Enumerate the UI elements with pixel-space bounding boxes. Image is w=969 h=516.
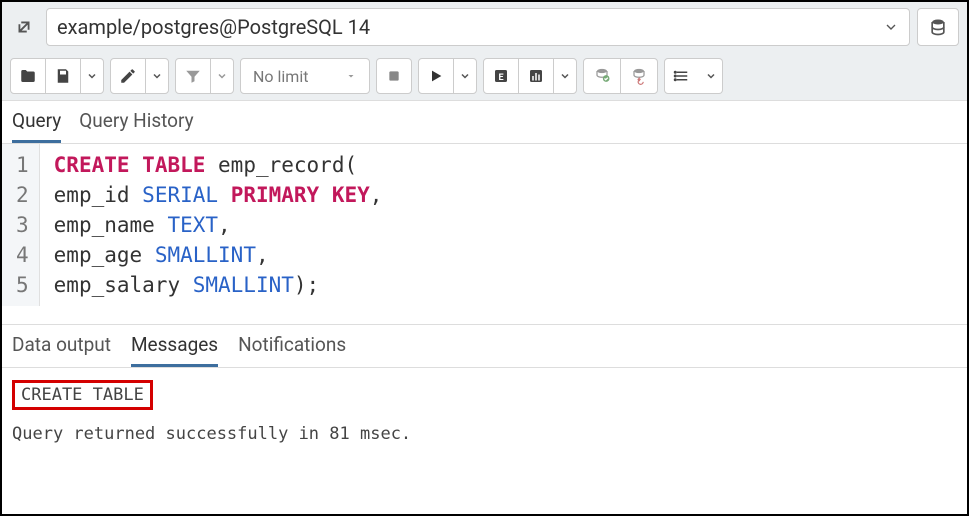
tab-query[interactable]: Query — [12, 109, 61, 143]
chevron-down-icon — [883, 19, 899, 35]
sql-editor[interactable]: 1 2 3 4 5 CREATE TABLE emp_record( emp_i… — [2, 144, 967, 306]
run-dropdown[interactable] — [453, 58, 477, 94]
edit-dropdown[interactable] — [145, 58, 169, 94]
tok-comma: , — [256, 243, 269, 267]
save-button[interactable] — [45, 58, 81, 94]
limit-label: No limit — [253, 67, 308, 86]
kw-smallint: SMALLINT — [193, 273, 294, 297]
line-number: 5 — [16, 270, 29, 300]
commit-button[interactable] — [583, 58, 621, 94]
line-number: 2 — [16, 180, 29, 210]
connection-bar: example/postgres@PostgreSQL 14 — [2, 2, 967, 52]
kw-create: CREATE — [54, 153, 130, 177]
toolbar: No limit E — [2, 52, 967, 101]
code-area[interactable]: CREATE TABLE emp_record( emp_id SERIAL P… — [40, 144, 397, 306]
analyze-button[interactable] — [518, 58, 554, 94]
tok-emp-record: emp_record( — [205, 153, 357, 177]
tok-comma: , — [370, 183, 383, 207]
result-text: CREATE TABLE — [21, 385, 144, 405]
explain-button[interactable]: E — [483, 58, 519, 94]
svg-text:E: E — [498, 73, 503, 83]
kw-text: TEXT — [167, 213, 218, 237]
tok-emp-id: emp_id — [54, 183, 143, 207]
open-file-button[interactable] — [10, 58, 46, 94]
macro-dropdown[interactable] — [699, 58, 723, 94]
line-gutter: 1 2 3 4 5 — [2, 144, 40, 306]
tok-emp-name: emp_name — [54, 213, 168, 237]
kw-key: KEY — [332, 183, 370, 207]
analyze-dropdown[interactable] — [553, 58, 577, 94]
tab-messages[interactable]: Messages — [131, 333, 218, 367]
filter-dropdown[interactable] — [210, 58, 234, 94]
tok-close: ); — [294, 273, 319, 297]
messages-panel: CREATE TABLE Query returned successfully… — [2, 368, 967, 456]
line-number: 1 — [16, 150, 29, 180]
line-number: 3 — [16, 210, 29, 240]
connection-icon — [10, 13, 38, 41]
status-text: Query returned successfully in 81 msec. — [12, 424, 957, 444]
line-number: 4 — [16, 240, 29, 270]
kw-serial: SERIAL — [142, 183, 218, 207]
result-highlight: CREATE TABLE — [12, 380, 153, 410]
kw-smallint: SMALLINT — [155, 243, 256, 267]
filter-button[interactable] — [175, 58, 211, 94]
tok-comma: , — [218, 213, 231, 237]
server-button[interactable] — [917, 8, 959, 46]
output-tabs: Data output Messages Notifications — [2, 324, 967, 368]
kw-table: TABLE — [142, 153, 205, 177]
kw-primary: PRIMARY — [231, 183, 320, 207]
tab-query-history[interactable]: Query History — [79, 109, 193, 143]
stop-button[interactable] — [376, 58, 412, 94]
run-button[interactable] — [418, 58, 454, 94]
edit-button[interactable] — [110, 58, 146, 94]
tab-notifications[interactable]: Notifications — [238, 333, 346, 367]
limit-select[interactable]: No limit — [240, 58, 370, 94]
tok-emp-age: emp_age — [54, 243, 155, 267]
editor-tabs: Query Query History — [2, 101, 967, 144]
rollback-button[interactable] — [620, 58, 658, 94]
connection-label: example/postgres@PostgreSQL 14 — [57, 15, 370, 39]
macro-button[interactable] — [664, 58, 700, 94]
connection-dropdown[interactable]: example/postgres@PostgreSQL 14 — [46, 8, 910, 46]
tok-emp-salary: emp_salary — [54, 273, 193, 297]
tab-data-output[interactable]: Data output — [12, 333, 111, 367]
save-dropdown[interactable] — [80, 58, 104, 94]
